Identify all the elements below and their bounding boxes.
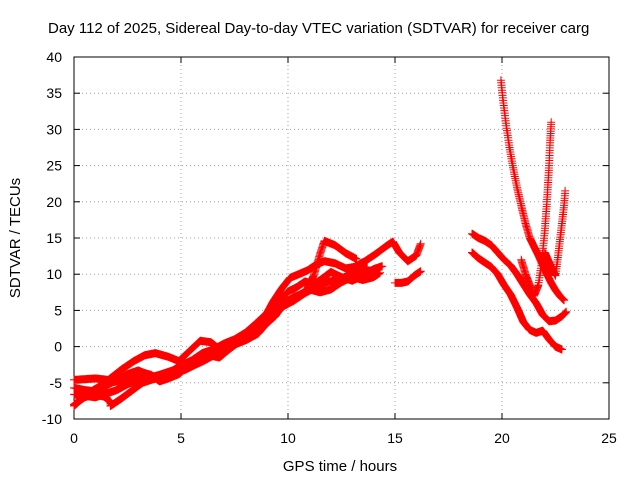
y-tick-label: 25 bbox=[46, 158, 62, 174]
series-markers-track-11 bbox=[540, 186, 570, 280]
y-tick-label: 20 bbox=[46, 194, 62, 210]
y-tick-label: -5 bbox=[50, 375, 63, 391]
x-tick-label: 25 bbox=[601, 430, 617, 446]
axis-ticks bbox=[73, 56, 610, 420]
series-track-6 bbox=[391, 267, 425, 287]
tick-labels: 0 5 10 15 20 25 -10 -5 0 5 10 15 20 25 30 35 40 bbox=[42, 49, 617, 446]
x-tick-label: 15 bbox=[387, 430, 403, 446]
series-markers-track-7 bbox=[468, 229, 571, 326]
y-tick-label: 30 bbox=[46, 121, 62, 137]
series-track-10 bbox=[517, 118, 556, 300]
series-markers-track-6 bbox=[391, 267, 425, 287]
series-layer bbox=[70, 76, 571, 410]
x-tick-label: 0 bbox=[70, 430, 78, 446]
y-tick-label: 0 bbox=[54, 339, 62, 355]
grid-lines bbox=[74, 57, 609, 419]
chart-title: Day 112 of 2025, Sidereal Day-to-day VTE… bbox=[48, 20, 589, 37]
y-axis-label: SDTVAR / TECUs bbox=[7, 178, 24, 298]
y-tick-label: 40 bbox=[46, 49, 62, 65]
x-tick-label: 5 bbox=[177, 430, 185, 446]
y-tick-label: 10 bbox=[46, 266, 62, 282]
y-tick-label: -10 bbox=[42, 411, 62, 427]
x-tick-label: 10 bbox=[280, 430, 296, 446]
y-tick-label: 35 bbox=[46, 85, 62, 101]
x-tick-label: 20 bbox=[494, 430, 510, 446]
series-markers-track-10 bbox=[517, 118, 556, 300]
y-tick-label: 5 bbox=[54, 302, 62, 318]
series-track-11 bbox=[540, 186, 570, 280]
y-tick-label: 15 bbox=[46, 230, 62, 246]
series-markers-track-8 bbox=[468, 248, 566, 354]
series-track-7 bbox=[468, 229, 571, 326]
series-track-5 bbox=[70, 236, 361, 410]
series-markers-track-5 bbox=[70, 236, 361, 410]
series-track-8 bbox=[468, 248, 566, 354]
x-axis-label: GPS time / hours bbox=[283, 458, 397, 475]
